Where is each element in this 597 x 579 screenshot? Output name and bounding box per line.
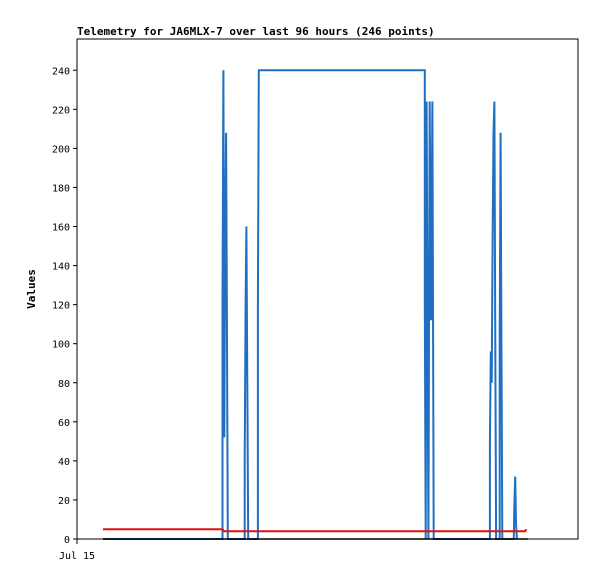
y-tick-label: 220 [52,105,70,116]
series-line [103,528,528,533]
x-axis: Jul 15 [59,539,95,562]
y-tick-label: 160 [52,223,70,234]
y-tick-label: 20 [58,496,70,507]
y-axis-label: Values [25,269,38,309]
y-axis: 0 20 40 60 80 100 120 140 160 180 200 220 240 [52,66,77,546]
y-tick-label: 240 [52,66,70,77]
y-tick-label: 180 [52,183,70,194]
y-tick-label: 140 [52,262,70,273]
y-tick-label: 80 [58,379,70,390]
y-tick-label: 0 [64,535,70,546]
series-layer [103,69,528,540]
x-tick-label: Jul 15 [59,551,95,562]
series-line [103,69,518,540]
y-tick-label: 100 [52,340,70,351]
y-tick-label: 60 [58,418,70,429]
chart-title: Telemetry for JA6MLX-7 over last 96 hour… [77,25,435,38]
y-tick-label: 120 [52,301,70,312]
y-tick-label: 200 [52,144,70,155]
y-tick-label: 40 [58,457,70,468]
